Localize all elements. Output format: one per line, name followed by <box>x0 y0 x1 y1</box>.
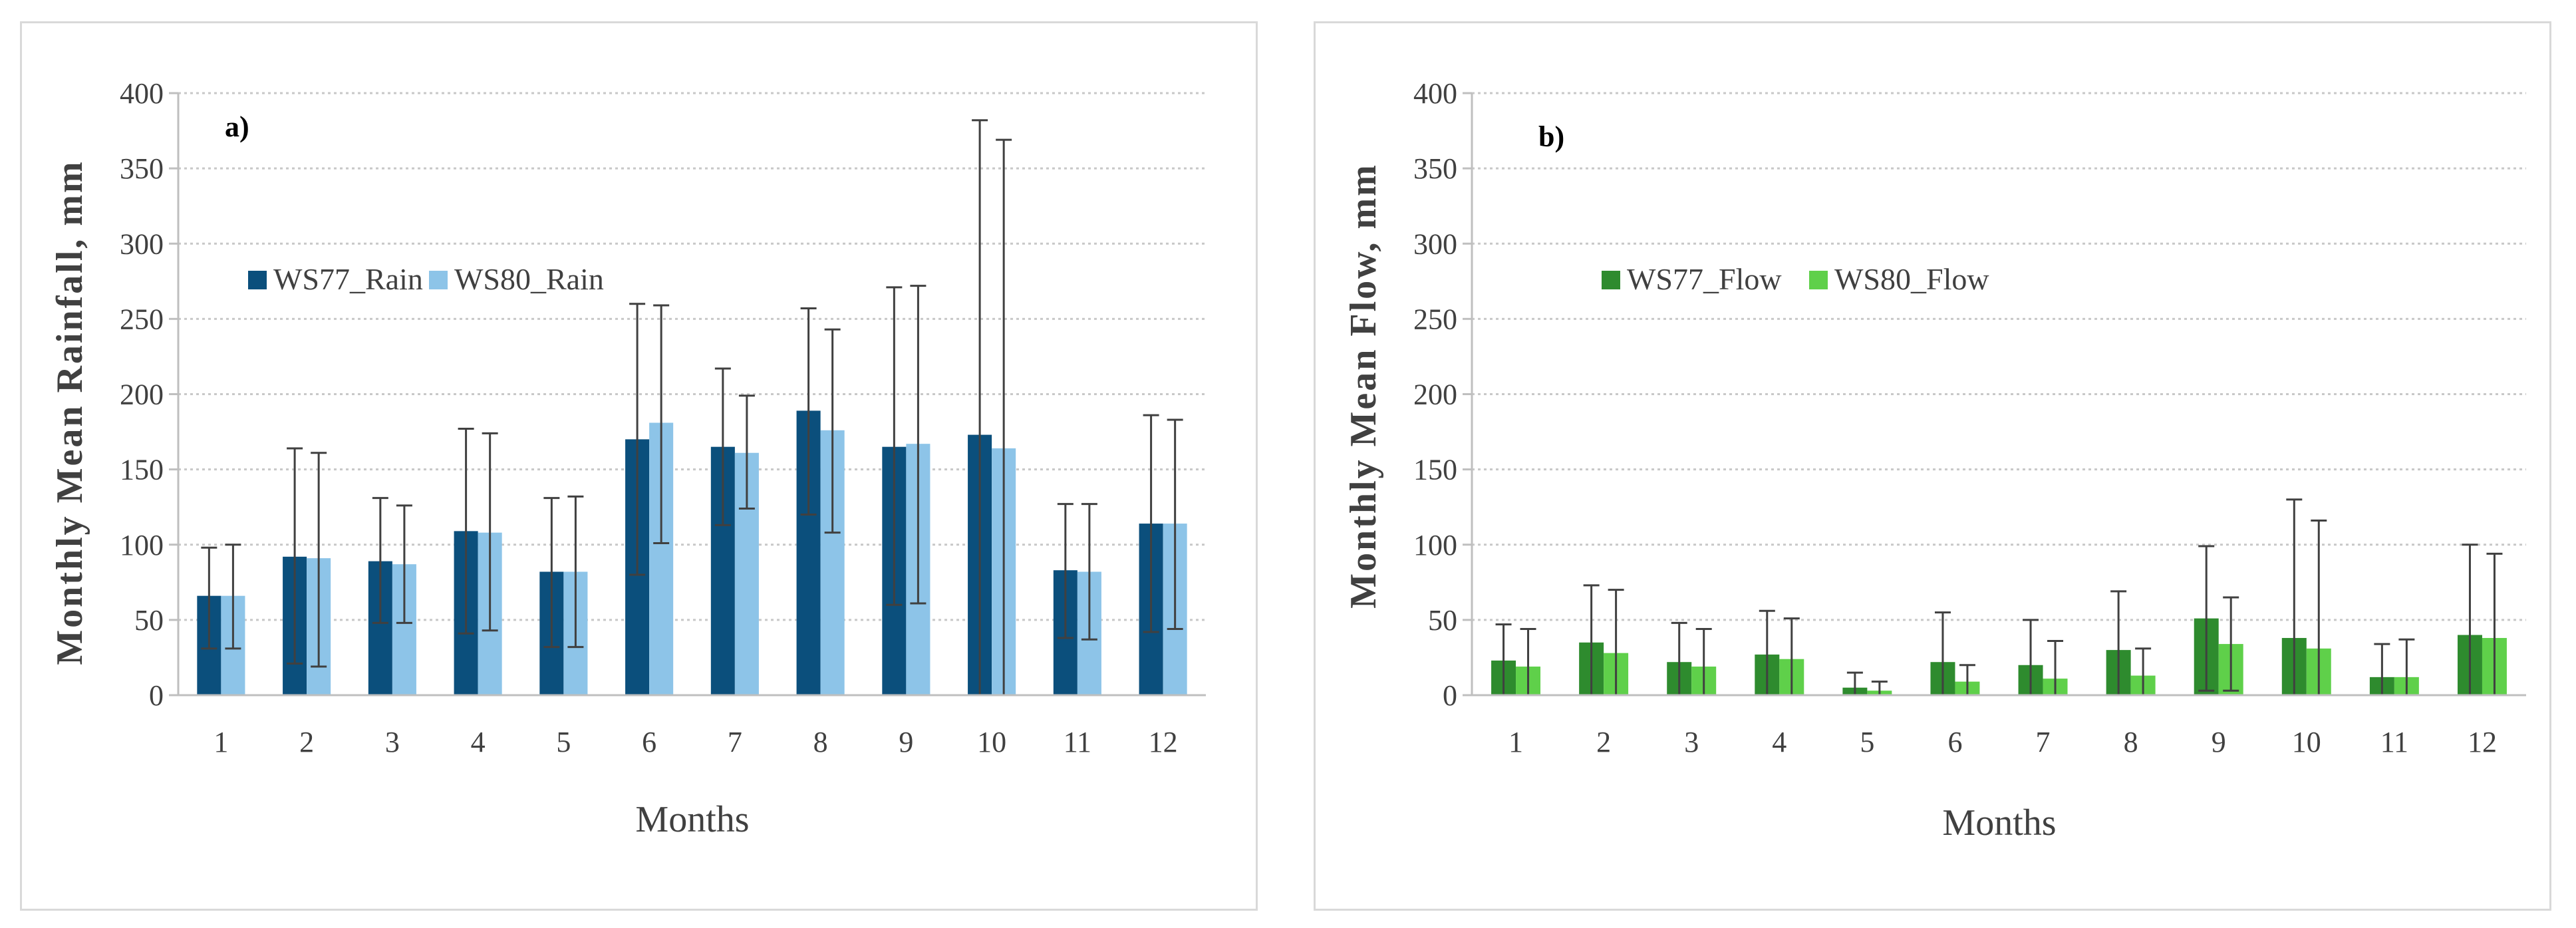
error-bar-ws80-rain-month-8 <box>824 328 841 534</box>
error-bar-ws80-rain-month-12 <box>1167 418 1183 630</box>
legend: WS77_Rain WS80_Rain <box>248 262 604 296</box>
y-tick-label: 400 <box>120 77 164 110</box>
x-tick-label: 4 <box>1772 726 1787 758</box>
x-tick-label: 10 <box>2292 726 2321 758</box>
y-tick-label: 250 <box>1413 303 1457 335</box>
x-tick-label: 3 <box>1684 726 1699 758</box>
x-tick-label: 7 <box>2036 726 2051 758</box>
flow-chart-panel: 0 50 100 150 200 250 300 350 400 1 2 3 4 5 6 7 8 9 10 11 12… <box>1314 21 2551 911</box>
error-bar-ws80-rain-month-9 <box>910 285 927 605</box>
x-tick-label: 11 <box>1064 726 1091 758</box>
y-tick-label: 300 <box>120 228 164 260</box>
x-tick-label: 8 <box>813 726 828 758</box>
x-tick-label: 8 <box>2124 726 2138 758</box>
panel-label: b) <box>1538 120 1564 153</box>
error-bar-ws80-rain-month-6 <box>653 304 670 544</box>
error-bar-ws77-rain-month-12 <box>1143 414 1159 633</box>
x-tick-labels: 1 2 3 4 5 6 7 8 9 10 11 12 <box>1508 726 2497 758</box>
legend-swatch-ws77-rain <box>248 271 267 289</box>
error-bar-ws80-rain-month-11 <box>1081 503 1097 641</box>
legend-swatch-ws77-flow <box>1602 271 1620 289</box>
error-bar-ws80-rain-month-3 <box>396 504 412 624</box>
y-tick-label: 0 <box>149 679 164 712</box>
x-tick-label: 2 <box>299 726 314 758</box>
x-axis-title: Months <box>635 799 749 840</box>
error-bar-ws77-rain-month-9 <box>886 286 903 606</box>
y-tick-label: 250 <box>120 303 164 335</box>
error-bar-ws77-rain-month-3 <box>372 497 388 624</box>
gridlines <box>178 92 1206 621</box>
y-tick-label: 100 <box>1413 529 1457 561</box>
error-bars <box>201 119 1183 696</box>
x-tick-label: 3 <box>385 726 400 758</box>
x-tick-label: 9 <box>899 726 913 758</box>
y-tick-label: 150 <box>1413 454 1457 486</box>
x-tick-label: 7 <box>728 726 742 758</box>
panel-label: a) <box>225 110 249 143</box>
y-tick-labels: 0 50 100 150 200 250 300 350 400 <box>120 77 164 712</box>
x-tick-labels: 1 2 3 4 5 6 7 8 9 10 11 12 <box>214 726 1177 758</box>
y-tick-label: 350 <box>120 152 164 185</box>
error-bar-ws77-rain-month-1 <box>201 546 217 650</box>
x-tick-label: 5 <box>1860 726 1874 758</box>
x-tick-label: 9 <box>2212 726 2226 758</box>
error-bar-ws77-rain-month-2 <box>287 447 303 665</box>
y-tick-label: 300 <box>1413 228 1457 260</box>
legend-label-ws77-flow: WS77_Flow <box>1627 262 1782 296</box>
y-tick-label: 100 <box>120 529 164 561</box>
error-bars <box>1495 498 2503 696</box>
bars <box>197 410 1187 695</box>
y-tick-label: 50 <box>1428 604 1457 637</box>
y-tick-label: 350 <box>1413 152 1457 185</box>
axes <box>169 92 1206 696</box>
x-tick-label: 2 <box>1596 726 1611 758</box>
error-bar-ws80-rain-month-4 <box>482 432 498 632</box>
legend: WS77_Flow WS80_Flow <box>1602 262 1989 296</box>
y-tick-label: 200 <box>120 379 164 411</box>
legend-label-ws80-flow: WS80_Flow <box>1834 262 1989 296</box>
bars <box>1491 618 2507 695</box>
rainfall-chart-panel: 0 50 100 150 200 250 300 350 400 1 2 3 4 5 6 7 8 9 10 11 12… <box>20 21 1258 911</box>
x-tick-label: 12 <box>1149 726 1178 758</box>
y-axis-title: Monthly Mean Rainfall, mm <box>49 160 90 665</box>
legend-swatch-ws80-rain <box>429 271 448 289</box>
gridlines <box>1472 92 2526 621</box>
x-tick-label: 12 <box>2468 726 2497 758</box>
x-tick-label: 4 <box>471 726 486 758</box>
error-bar-ws77-rain-month-11 <box>1057 503 1073 639</box>
error-bar-ws80-flow-month-9 <box>2223 596 2239 692</box>
y-tick-label: 200 <box>1413 379 1457 411</box>
y-axis-title: Monthly Mean Flow, mm <box>1343 163 1384 609</box>
x-tick-label: 1 <box>214 726 228 758</box>
y-tick-label: 400 <box>1413 77 1457 110</box>
legend-label-ws77-rain: WS77_Rain <box>273 262 423 296</box>
error-bar-ws77-rain-month-8 <box>800 307 817 516</box>
y-tick-label: 0 <box>1443 679 1457 712</box>
y-tick-label: 50 <box>134 604 164 637</box>
error-bar-ws77-flow-month-9 <box>2198 545 2215 692</box>
error-bar-ws77-rain-month-5 <box>543 497 560 649</box>
x-tick-label: 6 <box>1947 726 1962 758</box>
x-tick-label: 1 <box>1508 726 1523 758</box>
legend-label-ws80-rain: WS80_Rain <box>454 262 604 296</box>
y-tick-labels: 0 50 100 150 200 250 300 350 400 <box>1413 77 1457 712</box>
x-tick-label: 6 <box>642 726 656 758</box>
x-axis-title: Months <box>1942 802 2056 844</box>
error-bar-ws77-rain-month-7 <box>714 367 731 526</box>
x-tick-label: 5 <box>556 726 571 758</box>
error-bar-ws80-rain-month-7 <box>738 394 755 510</box>
x-tick-label: 11 <box>2380 726 2408 758</box>
y-tick-label: 150 <box>120 454 164 486</box>
error-bar-ws77-rain-month-4 <box>458 428 474 635</box>
x-tick-label: 10 <box>977 726 1006 758</box>
error-bar-ws80-rain-month-5 <box>567 495 584 649</box>
error-bar-ws77-rain-month-6 <box>629 303 646 576</box>
legend-swatch-ws80-flow <box>1809 271 1828 289</box>
error-bar-ws80-rain-month-1 <box>225 543 241 650</box>
axes <box>1463 92 2526 696</box>
error-bar-ws80-rain-month-2 <box>311 452 327 668</box>
